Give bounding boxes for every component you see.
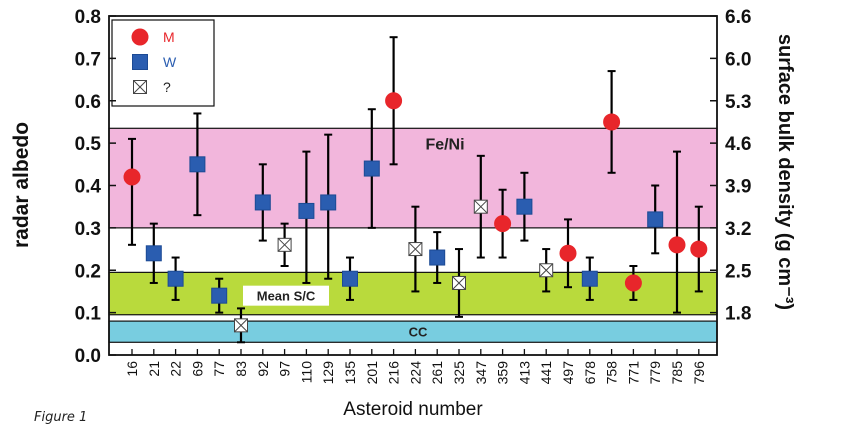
data-point-347-cross-b — [473, 199, 488, 214]
y-tick-label: 0.8 — [75, 7, 101, 28]
x-tick-label: 16 — [124, 361, 140, 377]
x-tick-label: 359 — [495, 361, 511, 385]
x-tick-label: 92 — [255, 361, 271, 377]
x-tick-label: 678 — [582, 361, 598, 385]
x-tick-label: 413 — [516, 361, 532, 385]
y2-tick-label: 1.8 — [725, 304, 751, 325]
x-tick-label: 224 — [407, 361, 423, 385]
data-point-796 — [690, 240, 708, 258]
data-point-441-cross-b — [539, 263, 554, 278]
x-tick-label: 261 — [429, 361, 445, 385]
region-label-cc: CC — [409, 325, 428, 340]
y-tick-label: 0.0 — [75, 346, 101, 367]
data-point-83-cross-b — [234, 318, 248, 333]
data-point-497 — [559, 244, 577, 262]
region-label-mean-sc: Mean S/C — [257, 289, 316, 304]
data-point-21 — [145, 245, 162, 262]
x-tick-label: 325 — [451, 361, 467, 385]
data-point-69 — [189, 156, 206, 173]
data-point-678 — [581, 270, 598, 287]
data-point-97-cross-b — [277, 237, 292, 252]
data-point-785 — [668, 236, 686, 254]
x-tick-label: 497 — [560, 361, 576, 385]
legend-label-m: M — [163, 29, 175, 45]
data-point-135 — [342, 270, 358, 287]
y-tick-label: 0.1 — [75, 304, 102, 325]
x-tick-label: 129 — [320, 361, 336, 385]
data-point-779 — [647, 211, 664, 228]
data-point-325-cross-b — [452, 276, 466, 290]
figure-caption: Figure 1 — [34, 410, 88, 425]
x-tick-label: 771 — [625, 361, 641, 385]
x-tick-label: 201 — [364, 361, 380, 385]
x-tick-label: 347 — [473, 361, 489, 385]
data-point-77 — [211, 287, 228, 304]
data-point-261 — [429, 249, 446, 266]
x-axis-title: Asteroid number — [343, 399, 483, 420]
legend-marker-w — [132, 54, 148, 70]
data-point-758 — [603, 113, 621, 131]
legend-label-w: W — [163, 54, 177, 70]
x-tick-label: 69 — [189, 361, 205, 377]
legend-marker-m — [131, 28, 149, 46]
y-tick-label: 0.7 — [75, 49, 101, 70]
region-band — [108, 271, 718, 316]
x-tick-label: 77 — [211, 361, 227, 377]
legend-marker-u-cross-b — [133, 80, 147, 94]
x-tick-label: 110 — [298, 361, 314, 384]
y2-tick-label: 6.6 — [725, 7, 751, 28]
y-tick-label: 0.3 — [75, 219, 101, 240]
region-label-fe-ni: Fe/Ni — [425, 136, 464, 153]
region-band — [108, 127, 718, 229]
y2-tick-label: 3.2 — [725, 219, 751, 240]
x-tick-label: 135 — [342, 361, 358, 385]
y-tick-label: 0.5 — [75, 134, 102, 155]
x-tick-label: 21 — [146, 361, 162, 377]
y-axis-title: radar albedo — [10, 122, 33, 248]
data-point-224-cross-b — [408, 242, 423, 256]
y2-tick-label: 6.0 — [725, 49, 751, 70]
x-tick-label: 441 — [538, 361, 554, 385]
x-tick-label: 83 — [233, 361, 249, 377]
y-tick-label: 0.4 — [75, 177, 102, 198]
y-tick-label: 0.6 — [75, 92, 101, 113]
y-tick-label: 0.2 — [75, 261, 101, 282]
x-tick-label: 22 — [168, 361, 184, 377]
x-tick-label: 796 — [691, 361, 707, 385]
data-point-22 — [167, 270, 184, 287]
y2-axis-title: surface bulk density (g cm⁻³) — [774, 34, 796, 310]
x-tick-label: 785 — [669, 361, 685, 385]
y2-tick-label: 5.3 — [725, 92, 751, 113]
legend-box — [111, 19, 215, 107]
y2-tick-label: 2.5 — [725, 261, 752, 282]
data-point-16 — [123, 168, 141, 186]
y2-tick-label: 3.9 — [725, 177, 751, 198]
legend-label-u: ? — [163, 79, 171, 95]
x-tick-label: 758 — [604, 361, 620, 385]
data-point-413 — [516, 198, 533, 215]
data-point-216 — [385, 92, 403, 110]
x-tick-label: 779 — [647, 361, 663, 385]
data-point-771 — [624, 274, 642, 292]
y2-tick-label: 4.6 — [725, 134, 751, 155]
data-point-110 — [298, 202, 315, 219]
data-point-201 — [363, 160, 380, 177]
x-tick-label: 216 — [386, 361, 402, 385]
data-point-92 — [254, 194, 271, 211]
region-label-background — [243, 285, 329, 306]
data-point-359 — [494, 215, 512, 233]
x-tick-label: 97 — [277, 361, 293, 377]
data-point-129 — [320, 194, 337, 211]
